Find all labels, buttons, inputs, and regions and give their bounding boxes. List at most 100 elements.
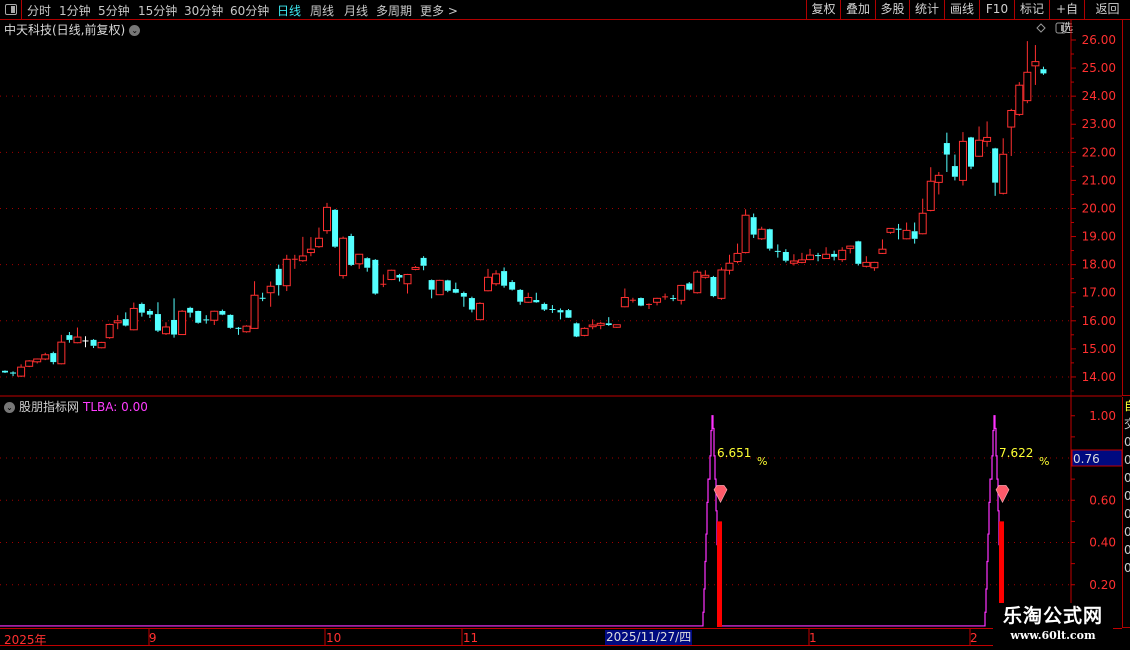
toolbar-button-4[interactable]: 画线 [944,0,979,19]
candle [815,252,822,262]
period-tab-4[interactable]: 30分钟 [184,4,224,18]
toolbar-button-7[interactable]: +自选 [1049,0,1084,35]
candle-body [975,139,984,157]
candle [291,254,298,269]
candle-body [492,273,501,285]
candle [33,358,42,364]
candle-body [468,298,475,310]
signal-unit: % [757,455,767,468]
price-tick-label: 26.00 [1082,33,1116,47]
candle-body [275,268,282,286]
candle [573,322,580,338]
candle-body [41,354,50,360]
candle [797,252,806,264]
candle-body [878,248,887,254]
candle [219,309,226,316]
candle [113,315,122,330]
candle [1015,82,1024,116]
period-tab-10[interactable]: 更多 > [420,4,458,18]
candle-body [355,253,364,265]
side-strip-char: 0 [1124,433,1130,451]
candle [701,270,710,279]
candle-body [332,209,339,247]
toolbar-button-8[interactable]: 返回 [1084,0,1130,19]
period-tab-0[interactable]: 分时 [27,4,52,18]
candle [444,279,451,293]
indicator-name[interactable]: 股朋指标网 [19,400,80,414]
candle-body [25,360,34,367]
candle [282,254,291,292]
period-tab-3[interactable]: 15分钟 [138,4,178,18]
toolbar-button-5[interactable]: F10 [979,0,1014,19]
candle-body [1031,61,1040,67]
candle-body [210,310,219,321]
candle-body [460,293,467,297]
candle-body [782,252,789,261]
candle [298,236,307,262]
period-tab-7[interactable]: 周线 [310,4,335,18]
candle [741,209,750,254]
candle [57,334,66,365]
toolbar-button-1[interactable]: 叠加 [840,0,875,19]
candle [588,319,597,330]
side-panel-lower[interactable]: 自交00000000 [1122,397,1130,628]
candle [895,223,902,240]
period-tab-8[interactable]: 月线 [344,4,369,18]
candle [259,292,266,302]
candle-body [291,258,298,260]
candle-body [701,274,710,278]
candle [339,236,348,279]
candle-body [774,250,781,252]
candle [918,198,927,235]
candle-body [943,143,950,155]
panel-toggle-icon[interactable] [0,0,22,19]
candle [612,324,621,328]
signal-bar [999,521,1004,627]
candle-body [750,217,757,235]
period-tab-9[interactable]: 多周期 [376,4,413,18]
candle-body [97,341,106,349]
candle-body [797,259,806,263]
candle-body [710,276,717,297]
candle [50,351,57,365]
period-tab-2[interactable]: 5分钟 [98,4,130,18]
watermark-url: www.60lt.com [1010,629,1096,642]
period-tab-6[interactable]: 日线 [277,4,302,18]
candle [435,279,444,296]
candle [195,310,202,324]
candle-body [968,137,974,167]
candle [774,244,781,258]
toolbar-button-0[interactable]: 复权 [806,0,840,19]
toolbar-button-3[interactable]: 统计 [909,0,944,19]
candle-body [677,284,686,301]
candle-body [387,269,396,281]
candle-body [806,254,814,261]
price-tick-label: 16.00 [1082,314,1116,328]
price-tick-label: 23.00 [1082,117,1116,131]
candle-body [396,275,403,278]
candle [958,132,967,186]
candle [364,257,371,272]
candle-body [235,327,242,329]
chevron-down-icon[interactable]: ⌄ [129,25,141,36]
chevron-down-icon[interactable]: ⌄ [4,402,15,413]
toolbar-button-2[interactable]: 多股 [875,0,909,19]
candle-body [187,307,194,313]
candle [25,360,34,368]
candle [710,275,717,298]
candle-body [444,280,451,291]
candle [646,303,652,310]
candle-body [549,309,556,311]
side-panel-upper[interactable] [1122,20,1130,396]
candle [1023,41,1032,104]
candle-body [693,271,702,294]
period-tab-5[interactable]: 60分钟 [230,4,270,18]
toolbar-button-6[interactable]: 标记 [1014,0,1049,19]
candle [831,250,838,261]
period-tab-1[interactable]: 1分钟 [59,4,91,18]
candle-body [620,296,629,308]
candle-body [105,323,114,339]
candle-body [629,299,636,301]
candle-body [509,282,516,290]
